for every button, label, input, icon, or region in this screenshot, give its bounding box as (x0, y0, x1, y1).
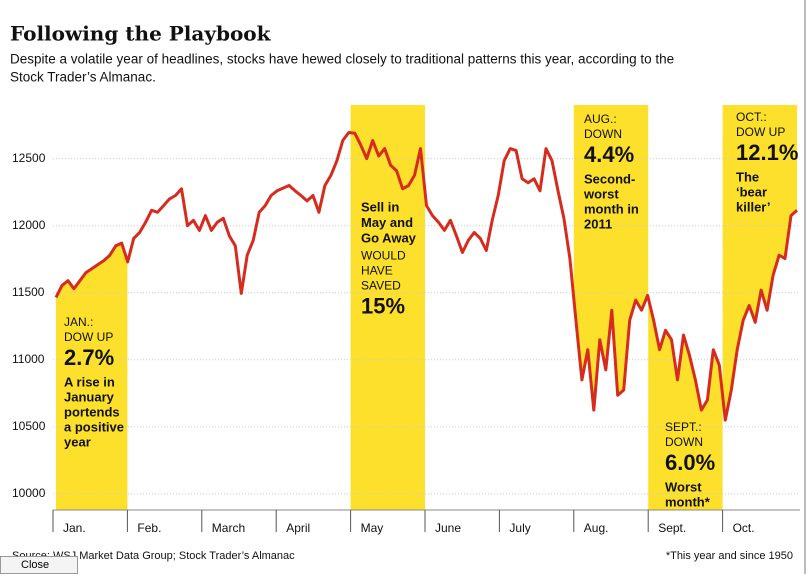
x-tick-label: Jan. (63, 521, 86, 535)
annotation-head: SAVED (361, 279, 401, 293)
annotation-note: worst (583, 186, 619, 201)
annotation-head: DOWN (584, 127, 622, 141)
chart-title: Following the Playbook (10, 22, 272, 46)
annotation-note: year (64, 434, 91, 449)
annotation-value: 2.7% (64, 345, 114, 370)
annotation-value: 12.1% (736, 140, 798, 165)
annotation-head: AUG.: (584, 112, 617, 126)
annotation-note: killer’ (736, 199, 770, 214)
annotation-head: DOW UP (64, 330, 113, 344)
y-tick-label: 11500 (12, 285, 45, 299)
annotation-note: 2011 (584, 216, 612, 231)
x-tick-label: July (509, 521, 530, 535)
annotation-note: Second- (584, 171, 635, 186)
x-tick-label: March (212, 521, 245, 535)
footnote: *This year and since 1950 (666, 550, 793, 562)
x-tick-label: June (435, 521, 461, 535)
highlight-band (722, 105, 797, 421)
annotation-head: DOWN (665, 435, 703, 449)
y-tick-label: 12000 (12, 218, 46, 232)
annotation-value: 15% (361, 293, 405, 318)
annotation-note: The (736, 169, 759, 184)
annotation-head: DOW UP (736, 125, 785, 139)
x-tick-label: Feb. (137, 521, 161, 535)
subtitle: Stock Trader’s Almanac. (10, 70, 156, 85)
annotation-lead: May and (361, 215, 413, 230)
line (54, 131, 798, 422)
source: Source: WSJ Market Data Group; Stock Tra… (12, 550, 295, 562)
annotation-head: JAN.: (64, 315, 93, 329)
x-tick-label: Oct. (733, 521, 755, 535)
annotation-head: SEPT.: (665, 420, 702, 434)
y-tick-label: 12500 (12, 151, 46, 165)
highlight-band (350, 105, 425, 510)
x-tick-label: Sept. (658, 521, 686, 535)
annotation-value: 4.4% (584, 142, 634, 167)
x-tick-label: Aug. (584, 521, 609, 535)
y-tick-label: 11000 (12, 352, 45, 366)
x-tick-label: April (286, 521, 310, 535)
annotation-note: ‘bear (736, 184, 767, 199)
annotation-note: month* (665, 494, 711, 509)
close-button[interactable]: Close (0, 556, 78, 574)
y-tick-label: 10000 (12, 486, 46, 500)
annotation-head: OCT.: (736, 110, 767, 124)
annotation-note: January (64, 389, 115, 404)
annotation-lead: Go Away (361, 230, 417, 245)
annotation-note: a positive (64, 419, 124, 434)
subtitle: Despite a volatile year of headlines, st… (10, 52, 674, 67)
annotation-note: portends (64, 404, 120, 419)
x-tick-label: May (361, 521, 384, 535)
annotation-head: HAVE (361, 264, 393, 278)
annotation-value: 6.0% (665, 450, 715, 475)
y-tick-label: 10500 (12, 419, 46, 433)
annotation-lead: Sell in (361, 199, 399, 214)
annotation-note: Worst (665, 479, 702, 494)
annotation-head: WOULD (361, 249, 406, 263)
annotation-note: A rise in (64, 374, 115, 389)
annotation-note: month in (584, 201, 639, 216)
